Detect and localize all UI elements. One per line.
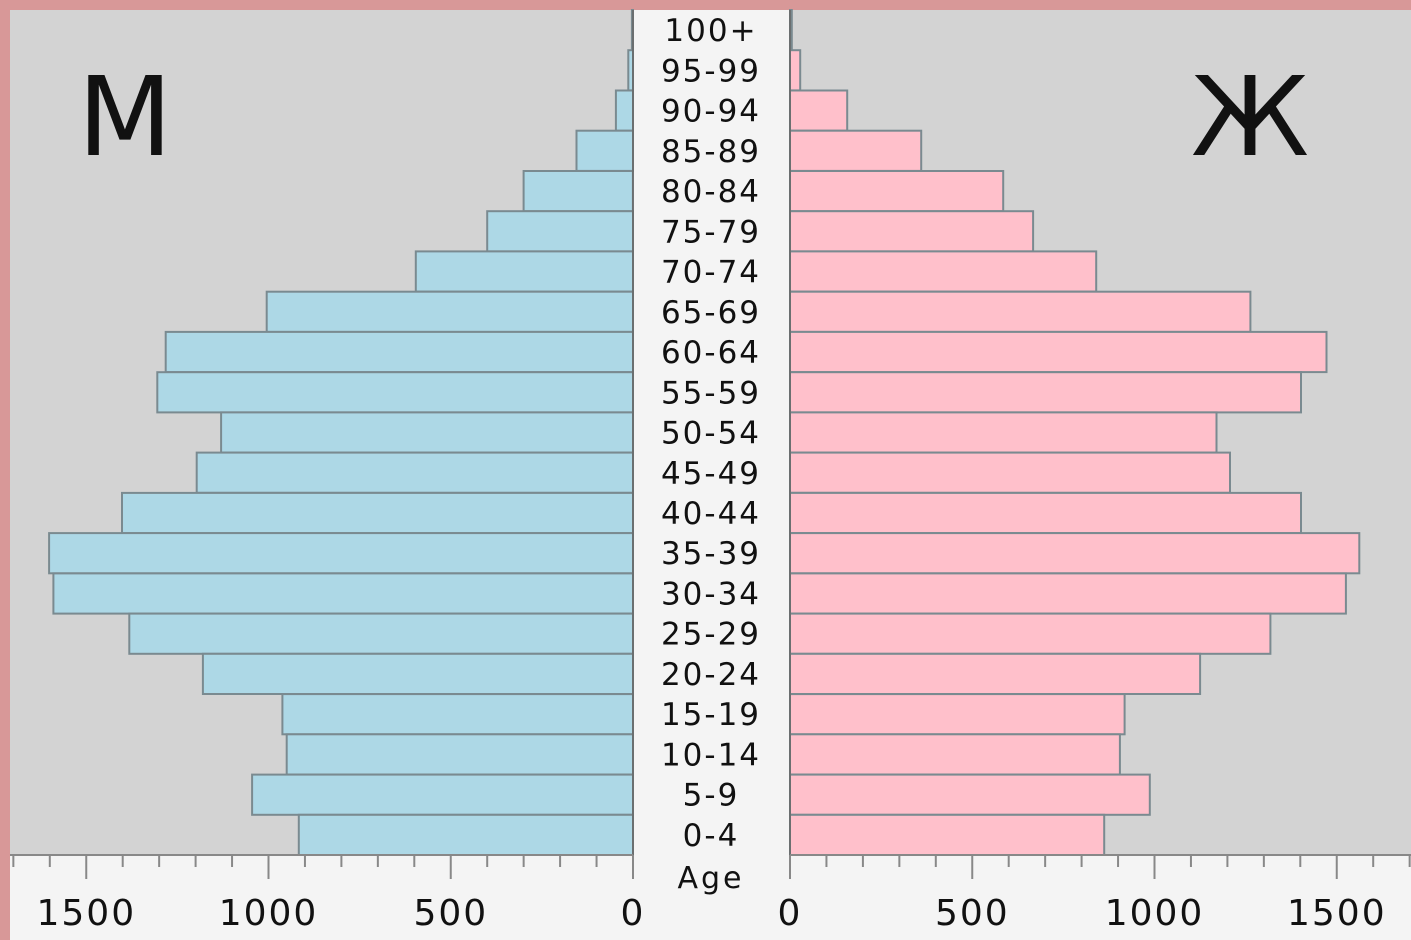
female-bar [789,250,1098,293]
age-group-label: 40-44 [661,496,761,532]
male-bars [48,9,635,856]
age-group-label: 0-4 [683,818,740,854]
x-tick-label: 1500 [36,893,136,934]
female-bar [789,773,1151,816]
age-group-label: 10-14 [661,737,761,773]
female-bar [789,89,849,132]
age-group-label: 90-94 [661,94,761,130]
female-bar [789,733,1121,776]
female-bar [789,49,802,92]
male-bar [52,572,634,615]
male-label: М [78,53,173,181]
male-bar [121,491,634,535]
x-tick-label: 1000 [219,893,319,934]
age-group-label: 30-34 [661,577,761,613]
female-bar [789,129,923,172]
female-bar [789,572,1347,615]
x-tick-label: 0 [778,893,803,934]
female-bar [789,532,1361,575]
male-bar [285,733,634,776]
female-bar [789,371,1302,414]
age-group-labels: 100+ 95-99 90-94 85-89 80-84 75-79 70-74 65-69 6… [661,13,761,854]
female-bar [789,170,1005,213]
x-tick-label: 500 [413,893,488,934]
age-group-label: 20-24 [661,657,761,693]
y-axis-title: Age [677,861,744,896]
female-bar [789,813,1106,856]
age-group-label: 60-64 [661,335,761,371]
male-bar [281,693,634,736]
age-group-label: 85-89 [661,134,761,170]
female-bar [789,652,1202,695]
x-tick-label: 1500 [1287,893,1387,934]
male-bar [128,612,635,655]
female-bar [789,491,1302,535]
female-bar [789,290,1252,333]
male-bar [220,411,634,454]
male-bar [201,652,634,695]
age-group-label: 45-49 [661,456,761,492]
female-bar [789,451,1231,494]
age-group-label: 15-19 [661,697,761,733]
female-bar [789,210,1035,253]
age-group-label: 75-79 [661,214,761,250]
x-tick-label: 500 [935,893,1010,934]
male-bar [48,532,635,575]
age-group-label: 100+ [664,13,757,49]
male-bar [195,451,634,494]
male-bar [614,89,635,132]
age-group-label: 95-99 [661,53,761,89]
x-tick-label: 0 [621,893,646,934]
male-bar [486,210,635,253]
age-group-label: 50-54 [661,416,761,452]
age-group-label: 25-29 [661,617,761,653]
male-bar [297,813,634,856]
x-tick-label: 1000 [1105,893,1205,934]
male-bar [414,250,634,293]
age-group-label: 55-59 [661,375,761,411]
male-bar [575,129,634,172]
age-group-label: 70-74 [661,255,761,291]
female-bar [789,411,1218,454]
x-axis-ticks: 1500 1000 500 0 0 500 1000 1500 [12,855,1411,934]
age-group-label: 65-69 [661,295,761,331]
male-bar [251,773,634,816]
male-bar [265,290,634,333]
female-bar [789,612,1272,655]
female-bars [789,9,1361,856]
age-group-label: 80-84 [661,174,761,210]
age-group-label: 5-9 [683,778,740,814]
age-group-label: 35-39 [661,536,761,572]
female-bar [789,330,1328,374]
female-bar [789,693,1126,736]
male-bar [156,371,635,414]
male-bar [164,330,634,374]
female-label: Ж [1191,53,1310,181]
male-bar [522,170,634,213]
